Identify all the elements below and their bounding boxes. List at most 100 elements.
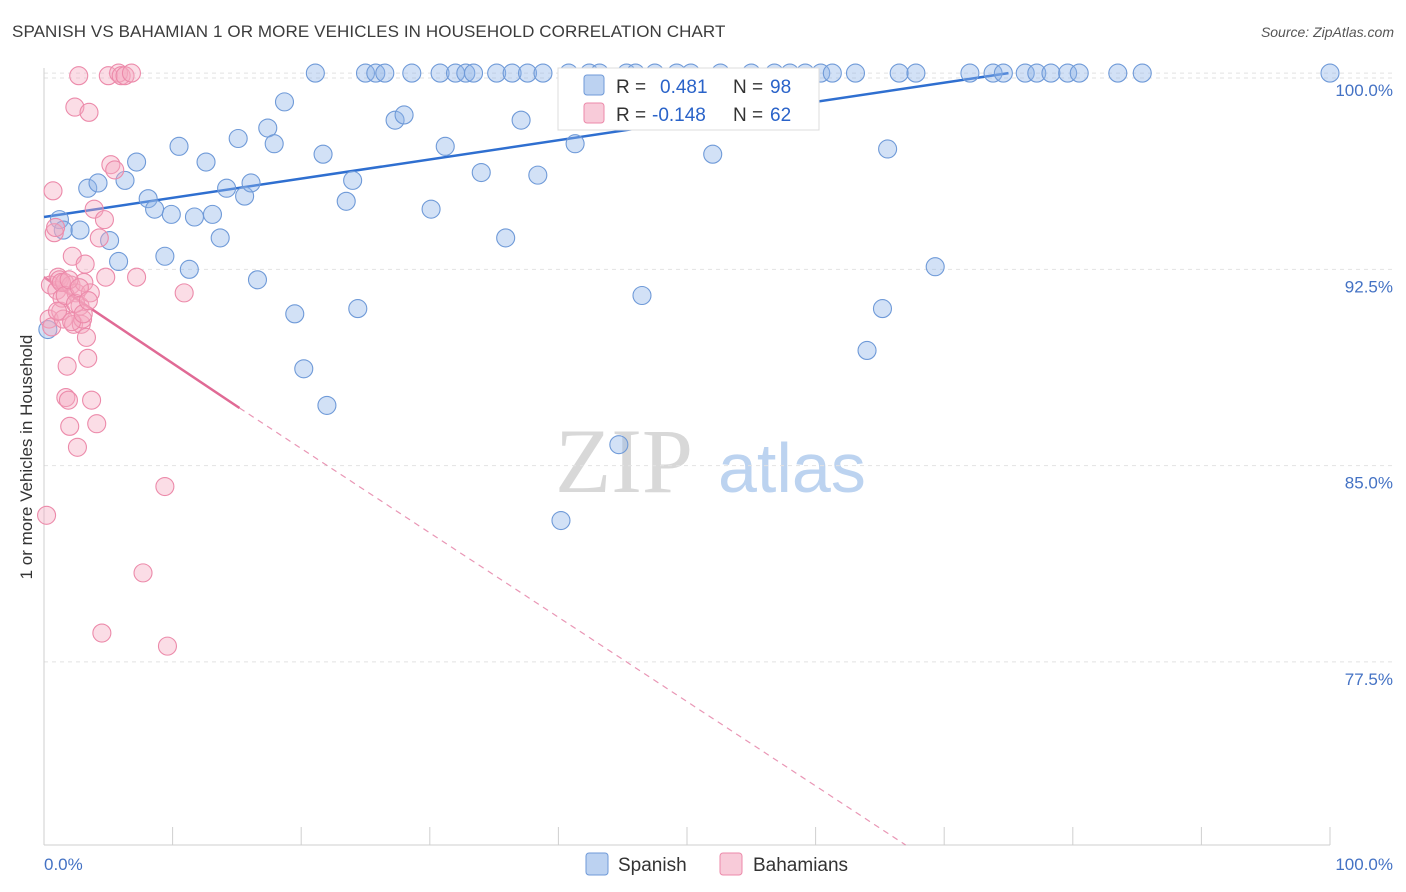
point-bahamians <box>105 160 125 180</box>
point-bahamians <box>67 437 87 457</box>
point-spanish <box>517 63 538 83</box>
point-spanish <box>127 152 147 172</box>
trend-lines <box>43 71 1009 846</box>
point-bahamians <box>84 199 104 219</box>
point-bahamians <box>73 309 93 329</box>
point-spanish <box>305 63 325 83</box>
point-spanish <box>336 191 356 211</box>
point-spanish <box>533 63 553 83</box>
point-spanish <box>217 178 237 198</box>
point-spanish <box>241 173 261 193</box>
point-spanish <box>179 259 199 279</box>
point-spanish <box>313 144 333 164</box>
point-bahamians <box>37 505 57 525</box>
point-spanish <box>906 63 926 83</box>
point-spanish <box>155 246 175 266</box>
point-bahamians <box>92 623 112 643</box>
point-bahamians <box>121 63 141 83</box>
point-spanish <box>1108 63 1128 83</box>
point-spanish <box>1041 63 1061 83</box>
point-bahamians <box>40 275 60 295</box>
tick-labels: 77.5% 85.0% 92.5% 100.0% 0.0% 100.0% <box>44 81 1393 874</box>
y-tick-label: 100.0% <box>1335 81 1393 100</box>
point-bahamians <box>69 66 89 86</box>
point-bahamians <box>80 283 100 303</box>
point-bahamians <box>96 267 116 287</box>
point-spanish <box>502 63 522 83</box>
point-spanish <box>993 63 1013 83</box>
point-spanish <box>109 251 129 272</box>
point-spanish <box>317 395 337 415</box>
x-tick-label-left: 0.0% <box>44 855 83 874</box>
point-spanish <box>247 270 268 290</box>
correlation-legend: R = 0.481 N = 98 R = -0.148 N = 62 <box>557 67 820 131</box>
point-spanish <box>402 63 422 83</box>
point-spanish <box>88 173 108 193</box>
y-tick-label: 77.5% <box>1345 670 1393 689</box>
point-spanish <box>161 204 181 224</box>
point-bahamians <box>69 278 89 298</box>
y-tick-label: 92.5% <box>1345 277 1393 296</box>
point-bahamians <box>46 217 66 238</box>
point-spanish <box>1058 63 1078 83</box>
legend-n-label-bahamians: N = <box>733 105 763 126</box>
point-spanish <box>228 128 248 149</box>
point-bahamians <box>157 636 178 656</box>
point-bahamians <box>82 390 102 410</box>
point-spanish <box>703 144 723 164</box>
point-spanish <box>845 63 866 83</box>
legend-r-value-spanish: 0.481 <box>660 77 708 98</box>
point-bahamians <box>94 210 114 230</box>
point-spanish <box>1015 63 1035 83</box>
point-spanish <box>375 63 395 83</box>
legend-n-value-bahamians: 62 <box>770 105 791 126</box>
point-spanish <box>609 435 629 455</box>
point-spanish <box>145 199 165 219</box>
point-spanish <box>285 304 305 324</box>
point-spanish <box>430 63 450 83</box>
point-bahamians <box>39 309 59 329</box>
point-spanish <box>456 63 476 83</box>
point-spanish <box>264 134 284 154</box>
point-spanish <box>343 170 363 190</box>
point-spanish <box>511 110 531 130</box>
point-bahamians <box>59 270 79 290</box>
point-bahamians <box>174 283 194 303</box>
point-spanish <box>925 257 945 277</box>
watermark-zip: ZIP <box>555 410 693 512</box>
trend-line-bahamians <box>43 276 241 410</box>
point-spanish <box>471 162 491 183</box>
point-spanish <box>872 299 893 319</box>
point-spanish <box>960 63 980 83</box>
point-spanish <box>983 63 1003 83</box>
point-spanish <box>565 134 585 154</box>
point-bahamians <box>60 416 80 436</box>
point-spanish <box>1069 63 1089 83</box>
point-spanish <box>385 110 405 130</box>
point-spanish <box>496 228 516 248</box>
point-bahamians <box>155 476 175 497</box>
point-bahamians <box>58 390 78 410</box>
point-spanish <box>169 136 189 156</box>
data-points <box>37 63 1340 656</box>
point-bahamians <box>62 312 82 332</box>
point-spanish <box>394 105 414 125</box>
point-bahamians <box>43 181 63 201</box>
axes <box>43 68 1331 846</box>
legend-swatch-bahamians <box>583 102 605 124</box>
legend-r-value-bahamians: -0.148 <box>652 105 706 126</box>
series-swatch-spanish <box>585 852 609 876</box>
source-label: Source: ZipAtlas.com <box>1260 24 1394 40</box>
point-bahamians <box>101 155 121 175</box>
point-spanish <box>355 63 376 83</box>
point-bahamians <box>56 387 76 408</box>
point-spanish <box>1027 63 1047 83</box>
y-tick-label: 85.0% <box>1345 474 1393 493</box>
point-spanish <box>822 63 842 83</box>
point-bahamians <box>78 348 98 368</box>
point-spanish <box>857 340 877 361</box>
series-legend: Spanish Bahamians <box>585 852 848 876</box>
legend-r-label-bahamians: R = <box>616 105 646 126</box>
point-bahamians <box>57 356 77 376</box>
